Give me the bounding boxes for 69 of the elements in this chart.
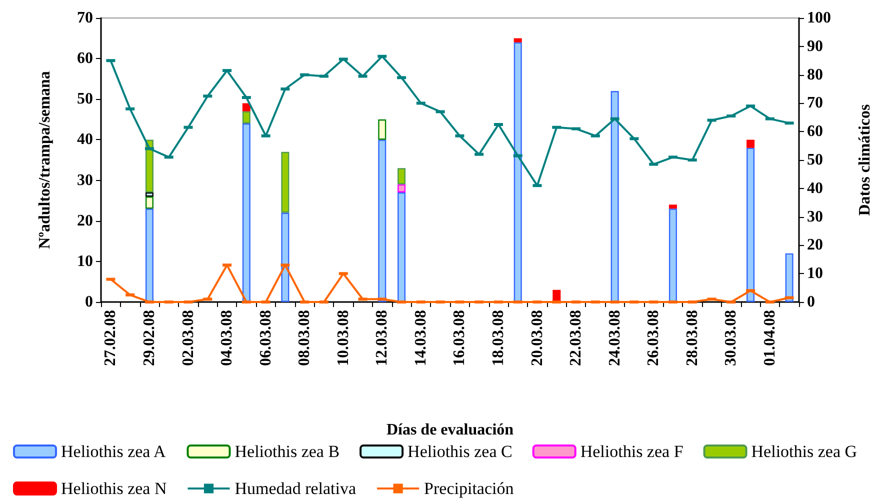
x-tick-label: 28.03.08	[684, 310, 701, 366]
bar	[242, 111, 250, 124]
x-tick-label: 26.03.08	[645, 310, 662, 366]
y-tick-label: 20	[77, 212, 93, 230]
x-tick-label: 06.03.08	[257, 310, 274, 366]
y2-tick-label: 40	[807, 180, 823, 197]
x-tick-label: 18.03.08	[490, 310, 507, 366]
x-tick-label: 27.02.08	[102, 310, 120, 366]
y-tick-label: 70	[77, 10, 93, 26]
y-axis-title: Nºadultos/trampa/semana	[36, 71, 54, 249]
bar	[242, 123, 250, 302]
bar	[398, 184, 406, 192]
bar	[610, 91, 619, 302]
y-tick-label: 10	[77, 252, 93, 270]
x-tick-label: 12.03.08	[374, 310, 391, 366]
x-tick-label: 10.03.08	[334, 310, 352, 366]
bar	[668, 208, 677, 302]
legend-label: Heliothis zea B	[234, 442, 340, 461]
y2-tick-label: 20	[807, 236, 823, 254]
legend-label: Precipitación	[424, 479, 514, 498]
bar	[746, 148, 755, 302]
y2-tick-label: 30	[807, 208, 823, 226]
y-tick-label: 50	[77, 90, 93, 108]
bar	[145, 192, 154, 197]
bar	[378, 119, 386, 140]
legend-label: Heliothis zea F	[580, 442, 684, 461]
y2-tick-label: 50	[807, 152, 823, 168]
y2-tick-label: 10	[807, 265, 823, 282]
bar	[398, 192, 406, 302]
x-tick-label: 22.03.08	[568, 310, 585, 366]
legend-label: Humedad relativa	[234, 479, 357, 498]
bar	[514, 38, 522, 42]
y2-tick-label: 70	[807, 94, 823, 112]
x-tick-label: 01.04.08	[761, 310, 778, 366]
bar	[281, 212, 290, 302]
legend-label: Heliothis zea A	[61, 442, 167, 461]
y-tick-label: 30	[77, 172, 93, 189]
x-tick-label: 30.03.08	[722, 310, 740, 366]
y2-tick-label: 90	[807, 38, 823, 55]
x-tick-label: 04.03.08	[218, 310, 236, 366]
x-tick-label: 29.02.08	[140, 310, 158, 366]
bar	[145, 208, 154, 302]
y2-tick-label: 100	[807, 10, 831, 26]
bar	[398, 168, 406, 184]
y-tick-label: 0	[85, 294, 93, 310]
bar	[746, 140, 755, 148]
y2-tick-label: 0	[807, 294, 815, 310]
legend-label: Heliothis zea C	[408, 442, 512, 461]
x-tick-label: 20.03.08	[528, 310, 546, 366]
bar	[514, 42, 522, 302]
x-tick-label: 24.03.08	[606, 310, 624, 366]
y2-axis-title: Datos climáticos	[856, 104, 874, 216]
bar	[281, 152, 290, 213]
legend-label: Heliothis zea G	[751, 442, 858, 461]
y-tick-label: 60	[77, 50, 93, 68]
y-tick-label: 40	[77, 131, 93, 148]
x-axis-title: Días de evaluación	[386, 422, 514, 438]
bar	[785, 253, 794, 302]
y2-tick-label: 60	[807, 123, 823, 140]
x-tick-label: 16.03.08	[451, 310, 468, 366]
y2-tick-label: 80	[807, 66, 823, 84]
x-tick-label: 08.03.08	[296, 310, 314, 366]
bar	[242, 103, 250, 112]
bar	[145, 196, 154, 209]
legend-label: Heliothis zea N	[61, 479, 167, 498]
bar	[378, 140, 386, 302]
bar	[668, 204, 677, 209]
x-tick-label: 14.03.08	[412, 310, 430, 366]
x-tick-label: 02.03.08	[180, 310, 197, 366]
